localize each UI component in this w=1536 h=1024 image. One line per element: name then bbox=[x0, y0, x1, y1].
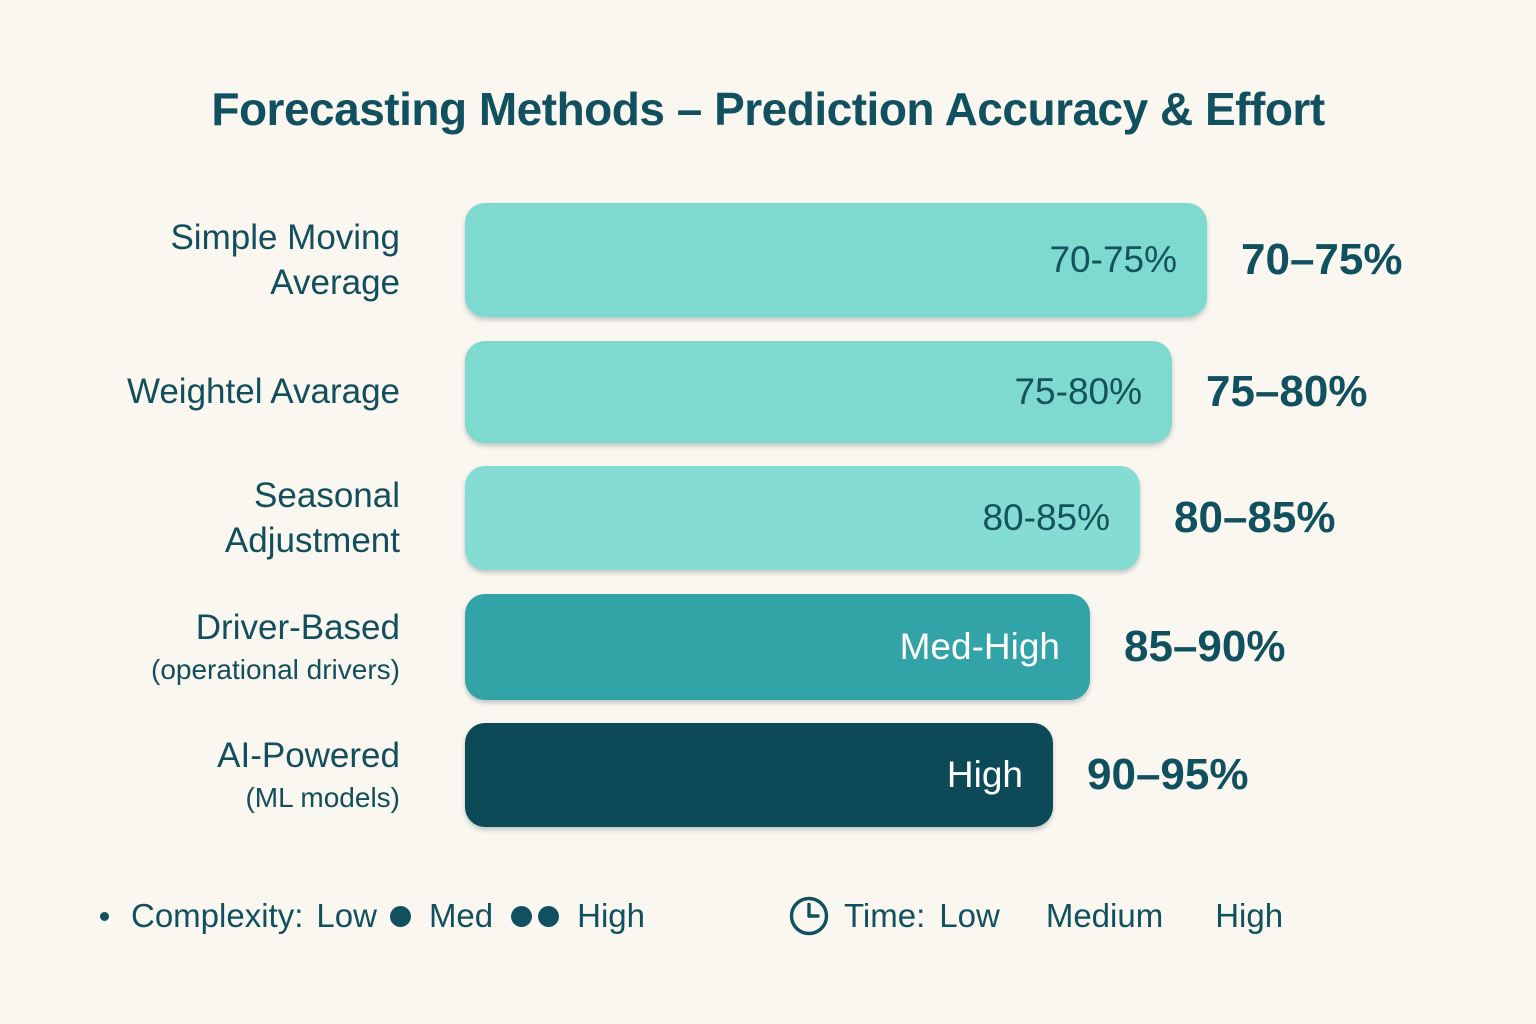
accuracy-value-label: 80–85% bbox=[1174, 493, 1336, 542]
chart-title: Forecasting Methods – Prediction Accurac… bbox=[211, 83, 1325, 135]
bar-inside-label: High bbox=[946, 754, 1023, 795]
time-legend-label: Time: bbox=[844, 897, 926, 934]
complexity-item-low: Low bbox=[316, 897, 377, 934]
category-label: Driver-Based (operational drivers) bbox=[0, 605, 400, 688]
accuracy-value-label: 75–80% bbox=[1206, 367, 1368, 416]
category-label-line: Simple Moving bbox=[170, 217, 400, 257]
complexity-legend: Complexity: Low Med High bbox=[100, 888, 645, 944]
accuracy-bar: 80-85% bbox=[465, 466, 1140, 570]
complexity-dot-icon bbox=[511, 905, 533, 927]
category-label: Seasonal Adjustment bbox=[0, 473, 400, 564]
time-item-medium: Medium bbox=[1045, 897, 1164, 934]
complexity-item-med: Med bbox=[428, 897, 494, 934]
category-label-line: Average bbox=[270, 263, 400, 302]
category-label-line: Adjustment bbox=[224, 521, 400, 560]
time-item-low: Low bbox=[939, 897, 1000, 934]
complexity-legend-label: Complexity: bbox=[131, 897, 304, 934]
clock-icon bbox=[788, 895, 830, 937]
bar-inside-label: Med-High bbox=[899, 626, 1060, 667]
accuracy-bar: 70-75% bbox=[465, 203, 1207, 317]
category-label: Weightel Avarage bbox=[0, 369, 400, 415]
bar-inside-label: 70-75% bbox=[1049, 239, 1177, 280]
accuracy-value-label: 70–75% bbox=[1241, 235, 1403, 284]
accuracy-value-label: 90–95% bbox=[1087, 750, 1249, 799]
bar-row-driver-based: Driver-Based (operational drivers) Med-H… bbox=[0, 594, 1536, 700]
category-sublabel: (operational drivers) bbox=[151, 653, 400, 685]
category-label-line: Driver-Based bbox=[195, 608, 400, 648]
category-label-line: AI-Powered bbox=[217, 736, 400, 776]
category-sublabel: (ML models) bbox=[245, 781, 400, 813]
bar-row-weighted-average: Weightel Avarage 75-80% 75–80% bbox=[0, 341, 1536, 443]
accuracy-bar: Med-High bbox=[465, 594, 1090, 700]
category-label: AI-Powered (ML models) bbox=[0, 733, 400, 816]
accuracy-value-label: 85–90% bbox=[1124, 622, 1286, 671]
bar-inside-label: 75-80% bbox=[1014, 371, 1142, 412]
time-item-high: High bbox=[1215, 897, 1284, 934]
category-label: Simple Moving Average bbox=[0, 215, 400, 306]
bar-row-seasonal-adjustment: Seasonal Adjustment 80-85% 80–85% bbox=[0, 466, 1536, 570]
bar-inside-label: 80-85% bbox=[982, 497, 1110, 538]
bar-row-simple-moving-average: Simple Moving Average 70-75% 70–75% bbox=[0, 203, 1536, 317]
complexity-item-high: High bbox=[577, 897, 646, 934]
complexity-dot-icon bbox=[538, 905, 560, 927]
bar-row-ai-powered: AI-Powered (ML models) High 90–95% bbox=[0, 723, 1536, 827]
complexity-dot-icon bbox=[389, 905, 411, 927]
category-label-line: Weightel Avarage bbox=[126, 372, 400, 412]
bullet-icon bbox=[100, 911, 109, 921]
accuracy-bar: 75-80% bbox=[465, 341, 1172, 443]
time-legend: Time: Low Medium High bbox=[788, 888, 1283, 944]
category-label-line: Seasonal bbox=[254, 475, 400, 515]
accuracy-bar: High bbox=[465, 723, 1053, 827]
